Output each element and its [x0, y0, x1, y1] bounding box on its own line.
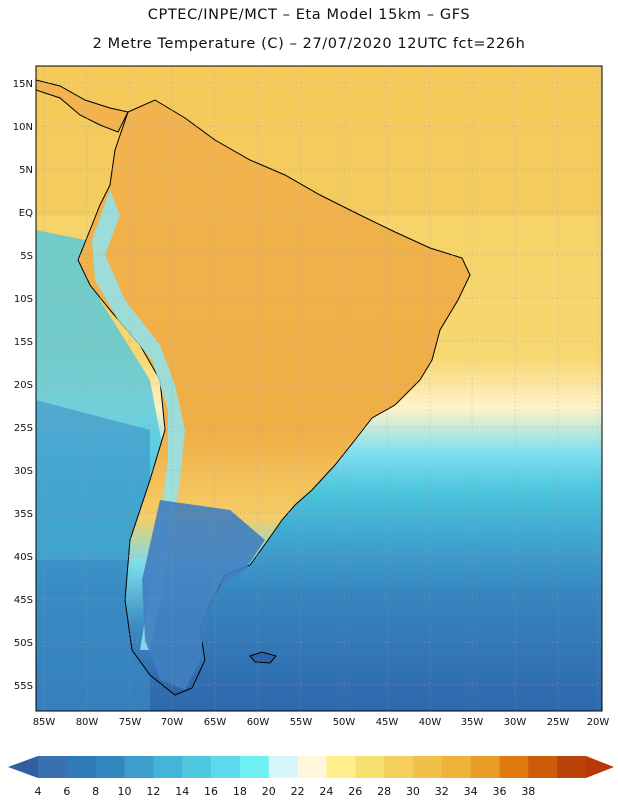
colorbar-tick-label: 16	[204, 785, 218, 798]
colorbar-swatch	[297, 756, 327, 778]
colorbar-swatch	[38, 756, 68, 778]
colorbar-swatch	[326, 756, 356, 778]
lat-label: 40S	[14, 552, 33, 563]
lon-label: 30W	[504, 717, 527, 728]
lon-label: 60W	[247, 717, 270, 728]
lon-label: 45W	[376, 717, 399, 728]
lon-label: 50W	[333, 717, 356, 728]
map-subtitle: 2 Metre Temperature (C) – 27/07/2020 12U…	[92, 36, 526, 52]
lon-label: 85W	[33, 717, 56, 728]
lon-label: 80W	[76, 717, 99, 728]
colorbar-tick-label: 10	[118, 785, 132, 798]
colorbar-tick-label: 14	[175, 785, 189, 798]
lat-label: 55S	[14, 681, 33, 692]
lat-label: 5S	[20, 251, 33, 262]
lat-label: EQ	[19, 208, 33, 219]
central-america-land	[36, 79, 129, 133]
colorbar-tick-label: 30	[406, 785, 420, 798]
patagonia-cold	[142, 500, 265, 690]
colorbar-tick-label: 28	[377, 785, 391, 798]
map-title: CPTEC/INPE/MCT – Eta Model 15km – GFS	[147, 7, 471, 23]
lon-label: 35W	[461, 717, 484, 728]
lat-label: 10N	[13, 122, 33, 133]
lat-label: 20S	[14, 380, 33, 391]
colorbar-swatch	[470, 756, 500, 778]
latitude-labels: 15N 10N 5N EQ 5S 10S 15S 20S 25S 30S 35S…	[13, 79, 33, 692]
lat-label: 15S	[14, 337, 33, 348]
colorbar-tick-label: 20	[262, 785, 276, 798]
lat-label: 35S	[14, 509, 33, 520]
colorbar-over-arrow	[586, 756, 614, 778]
colorbar-swatch	[239, 756, 270, 778]
lat-label: 15N	[13, 79, 33, 90]
lat-label: 10S	[14, 294, 33, 305]
colorbar-swatch	[355, 756, 385, 778]
colorbar-tick-label: 38	[521, 785, 535, 798]
colorbar-swatch	[268, 756, 299, 778]
map-panel	[36, 66, 602, 711]
colorbar-swatch	[384, 756, 414, 778]
colorbar-tick-label: 18	[233, 785, 247, 798]
pacific-cold-water	[36, 400, 150, 711]
colorbar-swatch	[557, 756, 587, 778]
colorbar-swatch	[441, 756, 472, 778]
colorbar-tick-label: 36	[492, 785, 506, 798]
colorbar-under-arrow	[8, 756, 38, 778]
colorbar-swatch	[95, 756, 126, 778]
lon-label: 40W	[419, 717, 442, 728]
colorbar: 4 6 8 10 12 14 16 18 20 22 24 26 28 30 32 34 36 38	[8, 756, 614, 798]
colorbar-swatch	[528, 756, 558, 778]
lon-label: 70W	[161, 717, 184, 728]
colorbar-swatch	[211, 756, 241, 778]
lat-label: 50S	[14, 638, 33, 649]
map-frame	[35, 65, 603, 712]
colorbar-swatch	[499, 756, 529, 778]
colorbar-tick-label: 6	[63, 785, 70, 798]
colorbar-swatch	[66, 756, 97, 778]
colorbar-tick-label: 32	[435, 785, 449, 798]
lat-label: 45S	[14, 595, 33, 606]
colorbar-tick-label: 22	[291, 785, 305, 798]
colorbar-tick-label: 26	[348, 785, 362, 798]
colorbar-swatch	[412, 756, 443, 778]
lon-label: 65W	[204, 717, 227, 728]
lat-label: 5N	[19, 165, 33, 176]
colorbar-swatch	[182, 756, 212, 778]
lon-label: 25W	[547, 717, 570, 728]
lon-label: 55W	[290, 717, 313, 728]
colorbar-tick-label: 34	[464, 785, 478, 798]
colorbar-tick-label: 12	[146, 785, 160, 798]
colorbar-swatch	[124, 756, 154, 778]
colorbar-swatch	[153, 756, 183, 778]
lat-label: 30S	[14, 466, 33, 477]
colorbar-tick-label: 4	[35, 785, 42, 798]
lon-label: 20W	[587, 717, 610, 728]
longitude-labels: 85W 80W 75W 70W 65W 60W 55W 50W 45W 40W …	[33, 717, 610, 728]
colorbar-tick-label: 8	[92, 785, 99, 798]
falkland-islands	[249, 651, 277, 664]
lat-label: 25S	[14, 423, 33, 434]
lon-label: 75W	[119, 717, 142, 728]
colorbar-tick-label: 24	[319, 785, 333, 798]
